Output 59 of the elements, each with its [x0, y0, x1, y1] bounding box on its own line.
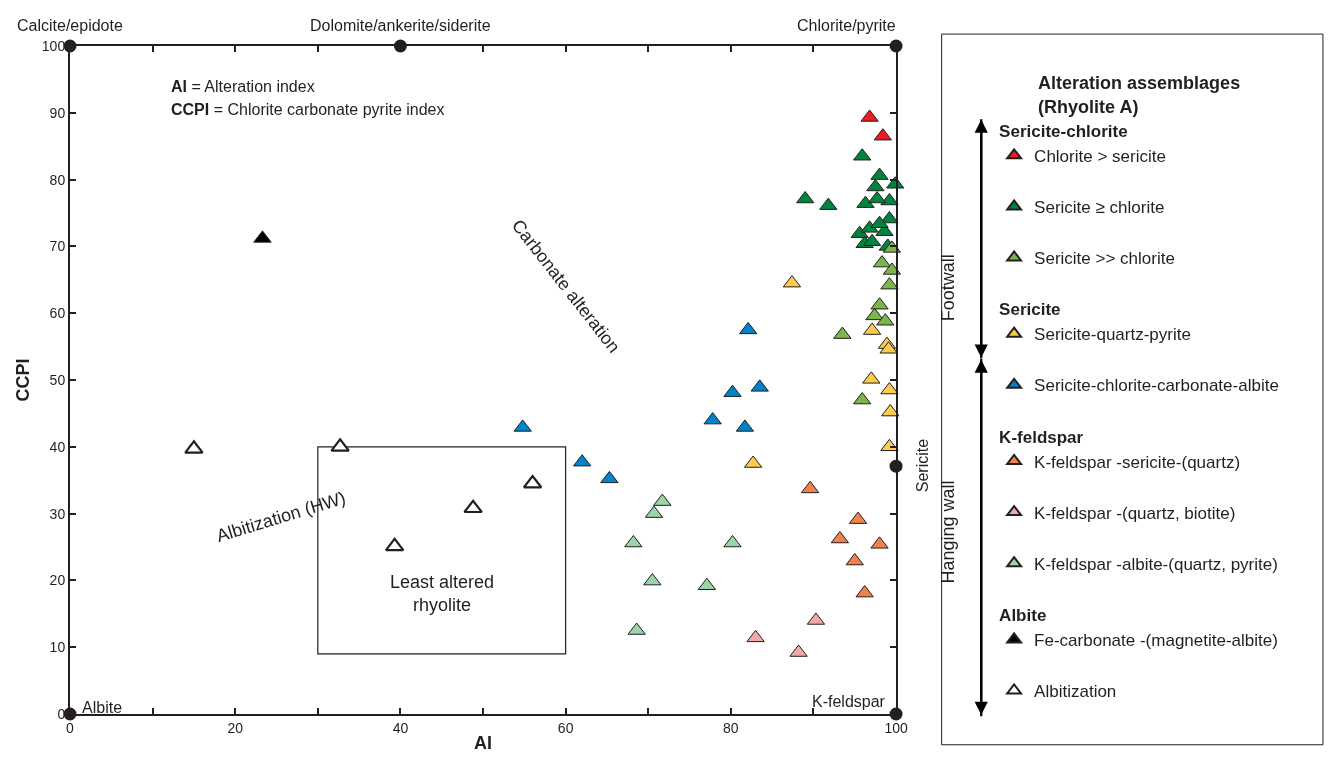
legend-label: Sericite-quartz-pyrite — [1034, 325, 1191, 345]
legend-label: Sericite ≥ chlorite — [1034, 198, 1165, 218]
legend-label: K-feldspar -albite-(quartz, pyrite) — [1034, 554, 1278, 574]
legend-label: Sericite >> chlorite — [1034, 249, 1175, 269]
point — [746, 629, 765, 643]
annotation: Least altered rhyolite — [390, 572, 495, 616]
point — [522, 474, 543, 489]
annotation: AI = Alteration index — [171, 78, 315, 95]
text: K-feldspar — [999, 427, 1084, 447]
point — [796, 190, 815, 204]
y-tick-label: 80 — [49, 171, 66, 188]
text: Albite — [999, 605, 1047, 625]
legend-title: Alteration assemblages (Rhyolite A) — [1038, 73, 1241, 117]
point — [384, 537, 405, 552]
point — [739, 321, 758, 335]
annotation: K-feldspar — [812, 693, 886, 710]
point — [866, 178, 885, 192]
x-tick-label: 40 — [392, 719, 409, 736]
annotation: Chlorite/pyrite — [797, 17, 896, 34]
y-tick-label: 40 — [49, 438, 66, 455]
point — [830, 530, 850, 544]
y-tick-label: 10 — [49, 639, 66, 656]
point — [184, 440, 204, 454]
point — [330, 438, 350, 452]
legend-label: K-feldspar -sericite-(quartz) — [1034, 452, 1241, 472]
point — [600, 470, 619, 484]
text: Sericite — [999, 300, 1061, 320]
point — [867, 190, 887, 204]
annotation: Dolomite/ankerite/siderite — [310, 17, 491, 34]
annotation: Sericite — [913, 438, 931, 493]
y-tick-label: 60 — [49, 305, 66, 322]
annotation: Albite — [82, 699, 123, 716]
text: Hanging wall — [937, 480, 958, 584]
annotation: CCPI = Chlorite carbonate pyrite index — [171, 101, 445, 118]
x-tick-label: 100 — [884, 719, 908, 736]
text: Footwall — [937, 254, 958, 322]
y-axis-title: CCPI — [12, 358, 33, 402]
legend-label: Fe-carbonate -(magnetite-albite) — [1034, 631, 1278, 651]
point — [624, 534, 643, 548]
legend-label: Albitization — [1034, 682, 1117, 702]
point — [865, 307, 884, 321]
y-tick-label: 70 — [49, 238, 66, 255]
y-tick-label: 30 — [49, 505, 66, 522]
y-tick-label: 90 — [49, 104, 66, 121]
x-tick-label: 20 — [227, 719, 244, 736]
point — [800, 480, 820, 494]
x-tick-label: 60 — [557, 719, 574, 736]
point — [463, 499, 483, 514]
x-tick-label: 80 — [723, 719, 739, 736]
legend-label: K-feldspar -(quartz, biotite) — [1034, 503, 1236, 523]
legend-label: Sericite-chlorite-carbonate-albite — [1034, 376, 1279, 396]
legend-label: Chlorite > sericite — [1034, 146, 1166, 166]
x-axis-title: AI — [474, 733, 493, 754]
text: Sericite-chlorite — [999, 121, 1128, 141]
y-tick-label: 100 — [41, 37, 66, 54]
y-tick-label: 20 — [49, 572, 66, 589]
point — [723, 534, 742, 548]
y-tick-label: 50 — [49, 371, 66, 388]
annotation: Calcite/epidote — [17, 17, 123, 34]
